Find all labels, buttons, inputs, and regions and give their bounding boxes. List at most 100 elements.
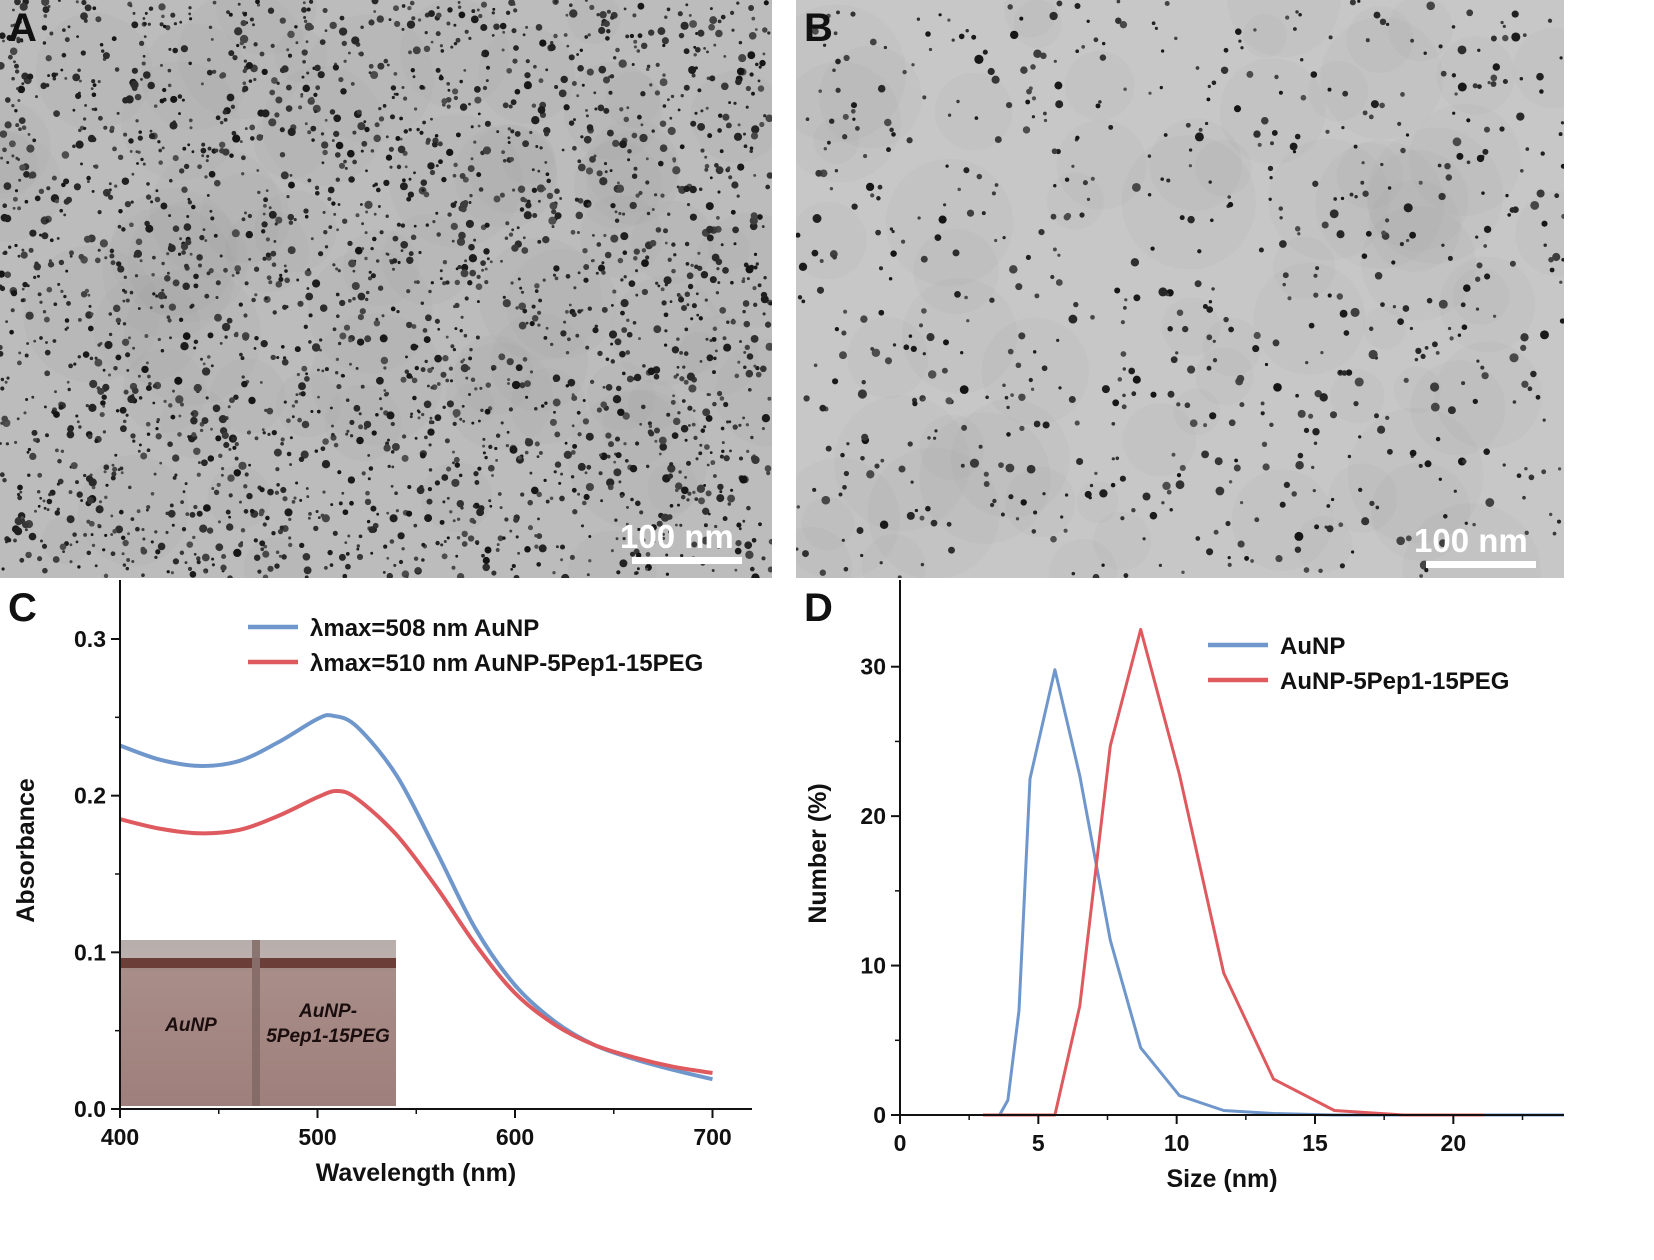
nanoparticle bbox=[389, 114, 396, 120]
nanoparticle bbox=[53, 110, 60, 117]
nanoparticle bbox=[538, 544, 547, 553]
nanoparticle bbox=[961, 424, 968, 431]
nanoparticle bbox=[812, 28, 819, 35]
nanoparticle bbox=[428, 10, 435, 18]
nanoparticle bbox=[286, 451, 292, 457]
tem-texture bbox=[1371, 462, 1471, 562]
nanoparticle bbox=[247, 213, 253, 219]
nanoparticle bbox=[623, 275, 627, 279]
nanoparticle bbox=[349, 362, 352, 366]
nanoparticle bbox=[519, 286, 523, 290]
nanoparticle bbox=[320, 132, 325, 136]
nanoparticle bbox=[1009, 265, 1018, 274]
nanoparticle bbox=[212, 0, 217, 5]
nanoparticle bbox=[606, 478, 615, 487]
nanoparticle bbox=[519, 382, 526, 389]
nanoparticle bbox=[1502, 463, 1506, 467]
nanoparticle bbox=[189, 17, 193, 21]
nanoparticle bbox=[242, 68, 247, 74]
nanoparticle bbox=[228, 447, 232, 451]
nanoparticle bbox=[331, 432, 335, 437]
nanoparticle bbox=[717, 128, 722, 133]
nanoparticle bbox=[1484, 273, 1491, 280]
nanoparticle bbox=[426, 384, 430, 388]
nanoparticle bbox=[910, 345, 917, 353]
nanoparticle bbox=[102, 404, 106, 408]
nanoparticle bbox=[1481, 372, 1489, 380]
nanoparticle bbox=[278, 554, 282, 558]
nanoparticle bbox=[959, 385, 969, 394]
nanoparticle bbox=[1452, 137, 1462, 147]
nanoparticle bbox=[508, 232, 514, 237]
nanoparticle bbox=[1326, 525, 1334, 533]
nanoparticle bbox=[747, 387, 752, 392]
nanoparticle bbox=[543, 478, 547, 483]
nanoparticle bbox=[342, 573, 348, 578]
nanoparticle bbox=[324, 118, 328, 122]
nanoparticle bbox=[172, 558, 180, 565]
nanoparticle bbox=[231, 130, 237, 136]
nanoparticle bbox=[719, 307, 727, 314]
nanoparticle bbox=[435, 211, 439, 215]
nanoparticle bbox=[16, 87, 19, 91]
nanoparticle bbox=[760, 291, 768, 299]
nanoparticle bbox=[210, 37, 214, 41]
nanoparticle bbox=[328, 225, 333, 229]
nanoparticle bbox=[119, 425, 127, 433]
nanoparticle bbox=[582, 418, 590, 425]
nanoparticle bbox=[884, 118, 892, 127]
nanoparticle bbox=[633, 248, 640, 255]
nanoparticle bbox=[969, 458, 980, 468]
nanoparticle bbox=[304, 122, 308, 126]
nanoparticle bbox=[152, 401, 156, 405]
tem-texture bbox=[1173, 388, 1221, 436]
nanoparticle bbox=[610, 234, 619, 243]
nanoparticle bbox=[865, 182, 875, 192]
nanoparticle bbox=[920, 562, 925, 567]
nanoparticle bbox=[61, 151, 70, 159]
nanoparticle bbox=[468, 393, 471, 396]
nanoparticle bbox=[182, 282, 190, 291]
nanoparticle bbox=[614, 436, 621, 442]
nanoparticle bbox=[577, 198, 584, 204]
nanoparticle bbox=[20, 39, 24, 43]
nanoparticle bbox=[87, 434, 93, 440]
nanoparticle bbox=[680, 494, 686, 500]
nanoparticle bbox=[745, 85, 752, 92]
nanoparticle bbox=[69, 560, 73, 564]
nanoparticle bbox=[423, 191, 430, 198]
nanoparticle bbox=[699, 443, 703, 447]
nanoparticle bbox=[733, 242, 737, 246]
nanoparticle bbox=[356, 553, 364, 560]
nanoparticle bbox=[196, 254, 203, 261]
nanoparticle bbox=[408, 50, 412, 55]
nanoparticle bbox=[3, 214, 12, 223]
nanoparticle bbox=[75, 92, 82, 100]
nanoparticle bbox=[121, 338, 130, 346]
nanoparticle bbox=[1071, 571, 1076, 576]
nanoparticle bbox=[486, 257, 490, 261]
nanoparticle bbox=[717, 19, 722, 24]
nanoparticle bbox=[645, 157, 649, 161]
nanoparticle bbox=[145, 508, 149, 512]
nanoparticle bbox=[442, 500, 446, 504]
nanoparticle bbox=[183, 163, 190, 170]
nanoparticle bbox=[1041, 365, 1048, 372]
nanoparticle bbox=[63, 178, 70, 185]
tem-texture bbox=[127, 201, 248, 323]
nanoparticle bbox=[423, 336, 431, 344]
nanoparticle bbox=[597, 104, 605, 112]
nanoparticle bbox=[405, 355, 408, 359]
nanoparticle bbox=[234, 441, 239, 447]
nanoparticle bbox=[667, 126, 676, 136]
nanoparticle bbox=[1142, 537, 1146, 541]
nanoparticle bbox=[170, 12, 176, 18]
nanoparticle bbox=[154, 196, 161, 203]
nanoparticle bbox=[343, 59, 347, 63]
nanoparticle bbox=[453, 95, 459, 101]
nanoparticle bbox=[103, 125, 108, 130]
nanoparticle bbox=[227, 405, 231, 409]
nanoparticle bbox=[42, 6, 50, 14]
nanoparticle bbox=[288, 536, 292, 540]
nanoparticle bbox=[53, 411, 60, 418]
